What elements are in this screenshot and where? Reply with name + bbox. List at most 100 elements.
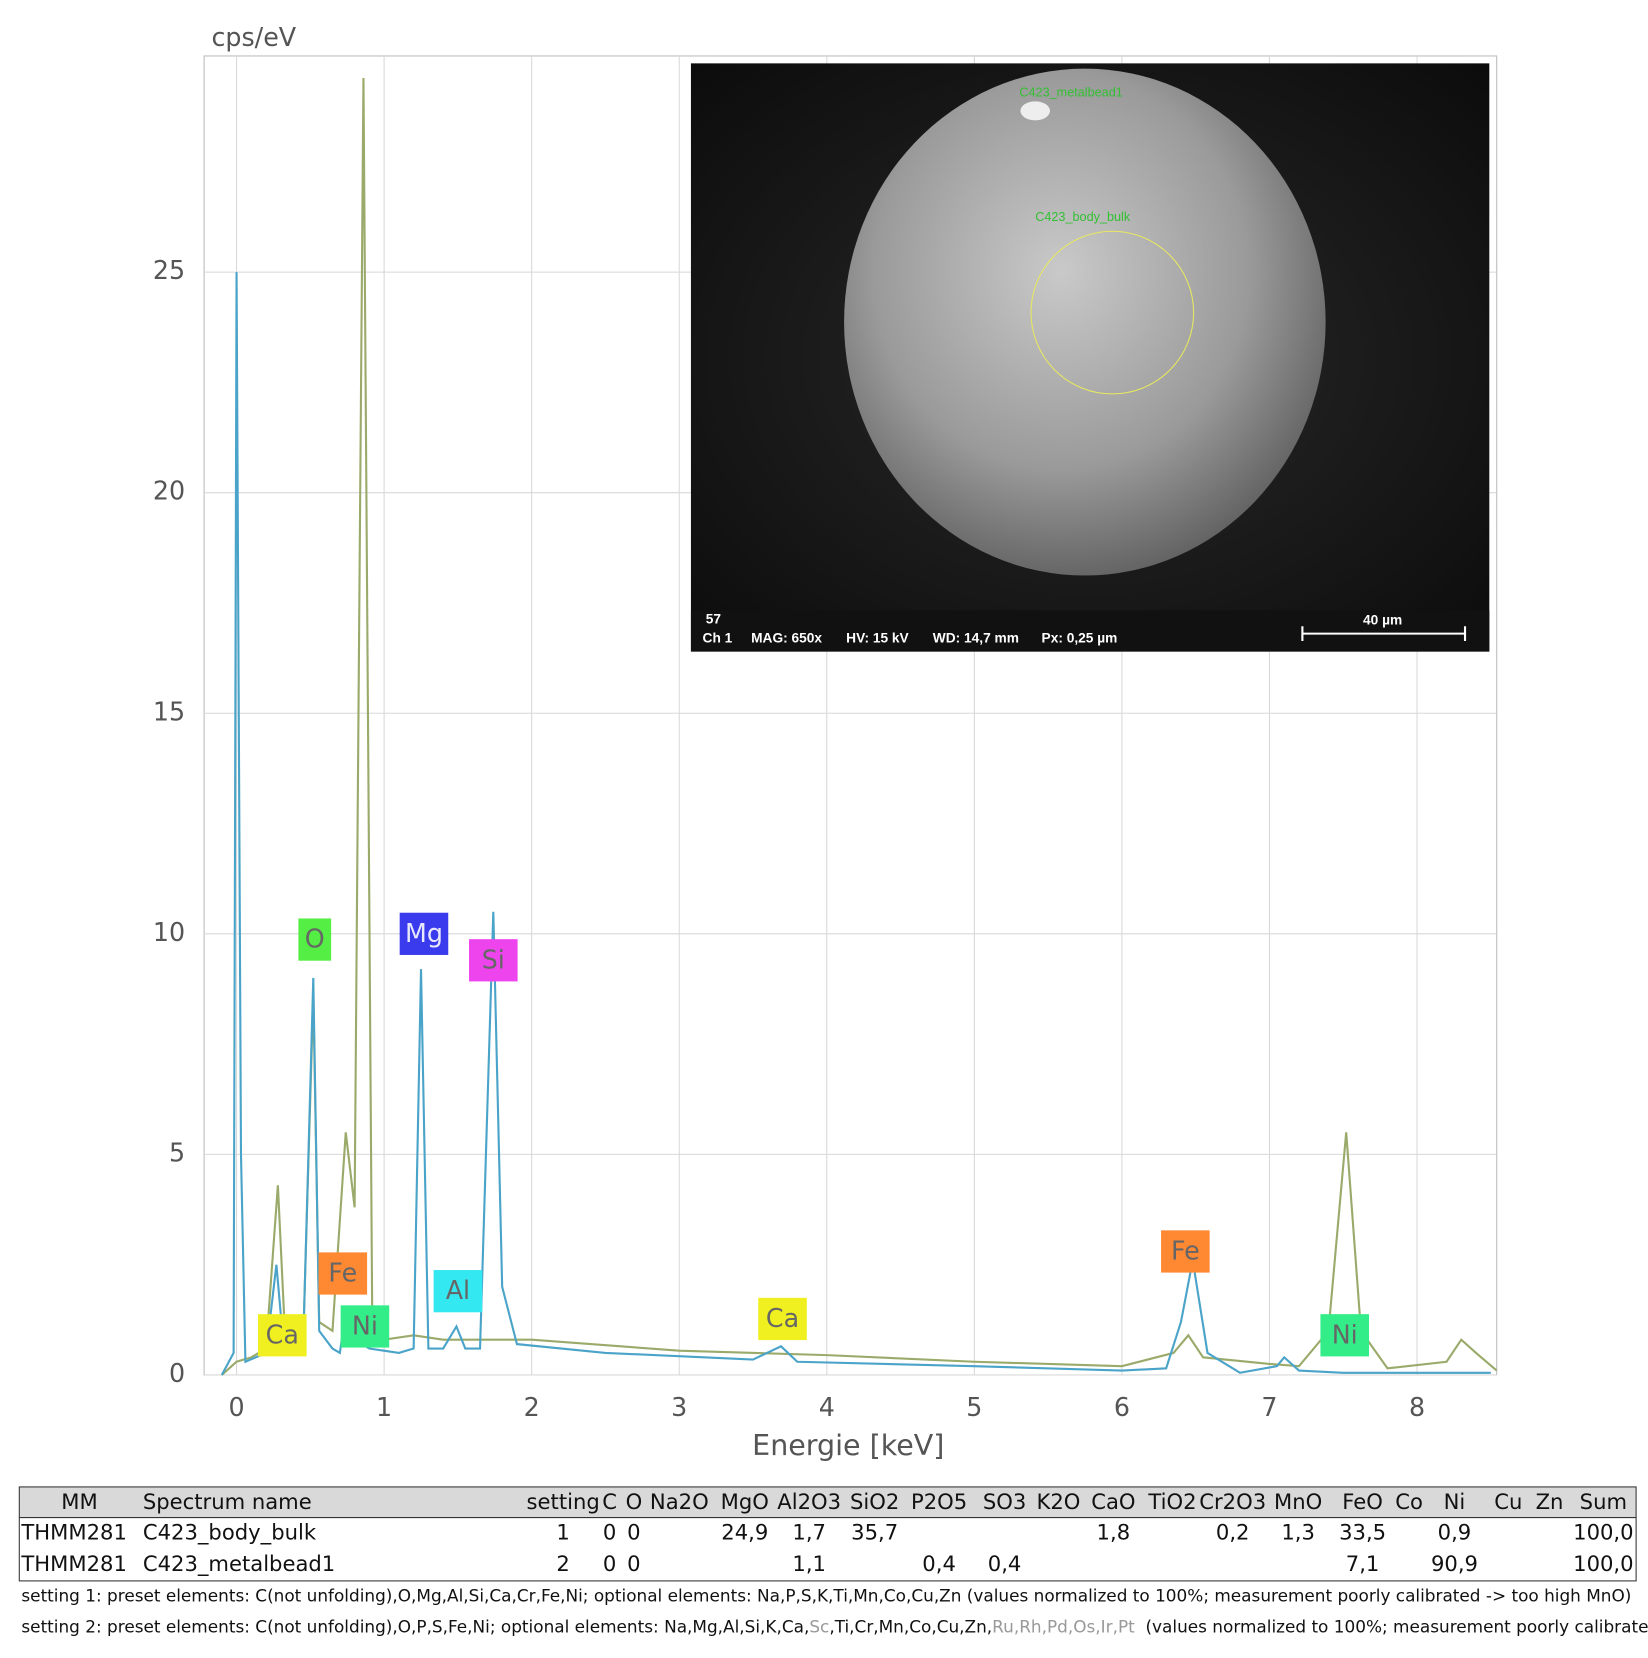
table-cell: 0,4 bbox=[988, 1551, 1022, 1576]
element-label-box bbox=[258, 1314, 307, 1357]
element-label-text: Fe bbox=[1171, 1236, 1200, 1266]
table-cell: 0 bbox=[627, 1519, 640, 1544]
x-tick-label: 6 bbox=[1114, 1392, 1130, 1422]
table-header-cell: setting bbox=[527, 1489, 600, 1514]
table-cell: 1,3 bbox=[1281, 1519, 1315, 1544]
info-text: HV: 15 kV bbox=[846, 631, 909, 646]
info-text: WD: 14,7 mm bbox=[933, 631, 1019, 646]
table-header-cell: MgO bbox=[721, 1489, 769, 1514]
table-cell: 0 bbox=[603, 1551, 616, 1576]
x-axis-title: Energie [keV] bbox=[752, 1429, 944, 1462]
table-header-cell: C bbox=[602, 1489, 617, 1514]
table-header-cell: Spectrum name bbox=[143, 1489, 312, 1514]
element-label: Ca bbox=[758, 1297, 807, 1341]
table-cell: C423_metalbead1 bbox=[143, 1551, 335, 1577]
x-tick-label: 0 bbox=[228, 1392, 244, 1422]
table-cell: 0 bbox=[603, 1519, 616, 1544]
element-label-box bbox=[340, 1305, 390, 1348]
element-label-text: Ca bbox=[766, 1303, 799, 1333]
table-cell: 1,8 bbox=[1097, 1519, 1131, 1544]
table-header-cell: Na2O bbox=[650, 1489, 709, 1514]
y-tick-label: 0 bbox=[169, 1358, 185, 1388]
sem-label: C423_body_bulk bbox=[1035, 210, 1131, 224]
element-label-box bbox=[469, 939, 518, 982]
element-label: Si bbox=[469, 939, 518, 982]
y-tick-label: 10 bbox=[153, 917, 185, 947]
table-cell: 90,9 bbox=[1431, 1551, 1478, 1576]
table-header-cell: Zn bbox=[1536, 1489, 1564, 1514]
note-line: setting 1: preset elements: C(not unfold… bbox=[21, 1586, 1631, 1606]
x-tick-label: 4 bbox=[819, 1392, 835, 1422]
element-label-text: Fe bbox=[328, 1258, 357, 1288]
table-header-cell: Sum bbox=[1580, 1489, 1627, 1514]
y-tick-label: 20 bbox=[153, 476, 185, 506]
info-text: 57 bbox=[706, 612, 722, 627]
element-label: Ni bbox=[340, 1305, 390, 1348]
table-header-cell: TiO2 bbox=[1147, 1489, 1196, 1514]
sem-label: C423_metalbead1 bbox=[1019, 85, 1122, 99]
x-tick-label: 1 bbox=[376, 1392, 392, 1422]
element-label-text: Si bbox=[482, 944, 505, 974]
element-label-text: Mg bbox=[405, 918, 443, 948]
info-text: Px: 0,25 µm bbox=[1042, 631, 1118, 646]
y-tick-label: 5 bbox=[169, 1137, 185, 1167]
element-label-text: Al bbox=[446, 1275, 470, 1305]
sem-image: C423_metalbead1 C423_body_bulk 57 Ch 1 M… bbox=[690, 63, 1490, 652]
element-label-text: Ca bbox=[266, 1319, 299, 1349]
sphere bbox=[844, 68, 1326, 576]
x-tick-label: 8 bbox=[1409, 1392, 1425, 1422]
element-label-text: Ni bbox=[352, 1311, 378, 1341]
table-header-cell: MnO bbox=[1274, 1489, 1322, 1514]
table-header-cell: Cu bbox=[1494, 1489, 1522, 1514]
table-header-cell: MM bbox=[61, 1489, 97, 1514]
x-tick-label: 7 bbox=[1261, 1392, 1277, 1422]
element-label: Ni bbox=[1320, 1314, 1370, 1357]
element-label-box bbox=[433, 1270, 483, 1313]
table-cell: 7,1 bbox=[1346, 1551, 1380, 1576]
element-label: O bbox=[298, 918, 332, 961]
notes: setting 1: preset elements: C(not unfold… bbox=[21, 1586, 1648, 1637]
note-text: Ru,Rh,Pd,Os,Ir,Pt bbox=[992, 1616, 1135, 1636]
table-cell: 100,0 bbox=[1573, 1519, 1633, 1544]
table-cell: THMM281 bbox=[20, 1551, 127, 1576]
table-cell: 0 bbox=[627, 1551, 640, 1576]
table-cell: 33,5 bbox=[1339, 1519, 1386, 1544]
element-label-box bbox=[1161, 1230, 1210, 1273]
info-text: Ch 1 bbox=[703, 631, 733, 646]
table-cell: 1,1 bbox=[792, 1551, 826, 1576]
table-header-cell: P2O5 bbox=[911, 1489, 967, 1514]
y-tick-label: 25 bbox=[153, 255, 185, 285]
element-label: Ca bbox=[258, 1314, 307, 1357]
table-cell: 0,4 bbox=[922, 1551, 956, 1576]
table-cell: C423_body_bulk bbox=[143, 1519, 317, 1545]
axes: 0 1 2 3 4 5 6 7 8 0 5 10 15 20 25 bbox=[153, 255, 1425, 1422]
table-header-cell: SO3 bbox=[983, 1489, 1026, 1514]
table-header-cell: FeO bbox=[1342, 1489, 1383, 1514]
table-header-cell: Al2O3 bbox=[777, 1489, 841, 1514]
table-header-cell: Ni bbox=[1444, 1489, 1466, 1514]
table-header-cell: K2O bbox=[1036, 1489, 1080, 1514]
table-cell: 24,9 bbox=[721, 1519, 768, 1544]
element-label-text: O bbox=[305, 924, 325, 954]
table-cell: 1,7 bbox=[792, 1519, 826, 1544]
table-cell: 2 bbox=[556, 1551, 569, 1576]
note-text: (values normalized to 100%; measurement … bbox=[1135, 1616, 1648, 1636]
table: MM Spectrum name setting C O Na2O MgO Al2O3 SiO2… bbox=[18, 1486, 1637, 1582]
measurement-area bbox=[1030, 230, 1195, 395]
note-text: ,Ti,Cr,Mn,Co,Cu,Zn, bbox=[829, 1616, 992, 1636]
table-cell: THMM281 bbox=[20, 1519, 127, 1544]
element-label-box bbox=[318, 1252, 368, 1295]
element-label: Fe bbox=[318, 1252, 368, 1295]
element-label-box bbox=[758, 1297, 807, 1341]
table-border bbox=[18, 1486, 1637, 1582]
scale-bar bbox=[1301, 626, 1467, 642]
table-cell: 100,0 bbox=[1573, 1551, 1633, 1576]
table-header-bg bbox=[19, 1486, 1637, 1518]
table-header-cell: Cr2O3 bbox=[1199, 1489, 1266, 1514]
table-cell: 0,2 bbox=[1216, 1519, 1250, 1544]
x-tick-label: 5 bbox=[966, 1392, 982, 1422]
element-label-box bbox=[298, 918, 332, 961]
note-text: Sc bbox=[809, 1616, 829, 1636]
metal-bead bbox=[1020, 101, 1050, 121]
